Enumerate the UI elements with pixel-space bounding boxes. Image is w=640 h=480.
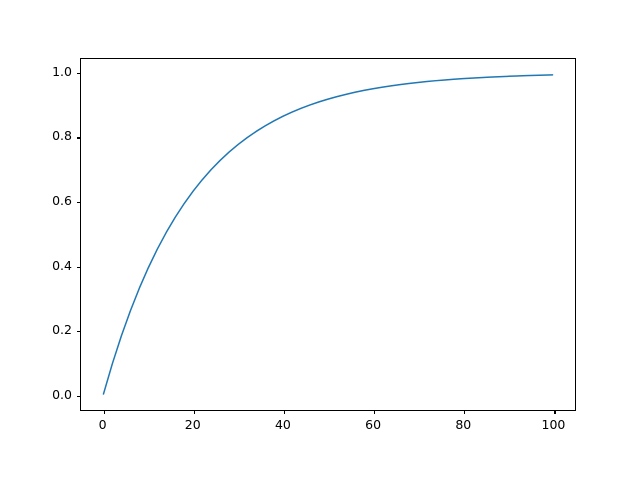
y-tick-mark: [77, 202, 81, 204]
y-tick-mark: [77, 137, 81, 139]
x-tick-label: 0: [98, 417, 107, 432]
y-tick-mark: [77, 266, 81, 268]
x-tick-label: 20: [184, 417, 201, 432]
x-tick-mark: [283, 410, 285, 414]
x-tick-label: 100: [541, 417, 566, 432]
y-tick-label: 0.0: [52, 386, 72, 402]
x-tick-label: 60: [365, 417, 382, 432]
x-tick-mark: [103, 410, 105, 414]
x-tick-label: 40: [274, 417, 291, 432]
y-tick-label: 0.4: [52, 257, 72, 273]
y-tick-label: 0.8: [52, 128, 72, 144]
y-tick-label: 0.6: [52, 192, 72, 208]
y-tick-mark: [77, 72, 81, 74]
x-tick-mark: [374, 410, 376, 414]
y-tick-mark: [77, 331, 81, 333]
y-tick-label: 0.2: [52, 322, 72, 338]
data-series-line: [103, 75, 552, 394]
line-plot-svg: [81, 59, 575, 410]
plot-axes: [77, 58, 576, 414]
y-tick-mark: [77, 395, 81, 398]
x-tick-mark: [464, 410, 466, 414]
x-tick-mark: [193, 410, 195, 414]
x-tick-mark: [554, 410, 556, 414]
y-tick-label: 1.0: [52, 63, 72, 79]
x-tick-label: 80: [455, 417, 472, 432]
